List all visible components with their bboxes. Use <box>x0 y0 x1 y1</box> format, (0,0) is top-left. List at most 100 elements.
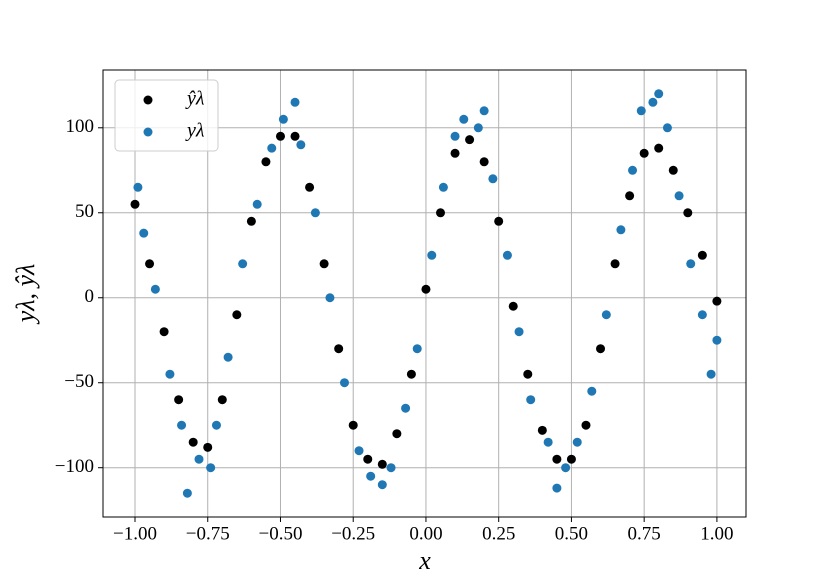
point <box>596 344 606 354</box>
point <box>386 463 396 473</box>
point <box>526 395 536 405</box>
point <box>290 131 300 141</box>
point <box>427 250 437 260</box>
point <box>217 395 227 405</box>
point <box>636 106 646 116</box>
point <box>392 429 402 439</box>
point <box>211 420 221 430</box>
point <box>654 143 664 153</box>
point <box>348 420 358 430</box>
x-axis-label: x <box>418 546 431 575</box>
point <box>465 135 475 145</box>
point <box>159 327 169 337</box>
point <box>572 437 582 447</box>
point <box>610 259 620 269</box>
point <box>238 259 248 269</box>
point <box>174 395 184 405</box>
point <box>712 296 722 306</box>
point <box>278 114 288 124</box>
point <box>459 114 469 124</box>
point <box>377 459 387 469</box>
point <box>133 182 143 192</box>
point <box>523 369 533 379</box>
point <box>628 165 638 175</box>
point <box>668 165 678 175</box>
x-tick-label: −0.50 <box>258 523 302 544</box>
point <box>508 301 518 311</box>
point <box>290 97 300 107</box>
point <box>145 259 155 269</box>
y-tick-label: −50 <box>64 371 94 392</box>
y-tick-label: −100 <box>55 456 94 477</box>
point <box>252 199 262 209</box>
point <box>377 480 387 490</box>
point <box>203 442 213 452</box>
point <box>339 378 349 388</box>
point <box>552 483 562 493</box>
point <box>662 123 672 133</box>
point <box>421 284 431 294</box>
point <box>494 216 504 226</box>
point <box>406 369 416 379</box>
plot-frame <box>102 69 747 518</box>
x-tick-label: 1.00 <box>700 523 733 544</box>
point <box>450 148 460 158</box>
point <box>436 208 446 218</box>
y-axis-label: yλ, ŷλ <box>11 264 40 326</box>
point <box>479 106 489 116</box>
x-tick-label: 0.50 <box>555 523 588 544</box>
point <box>488 174 498 184</box>
point <box>450 131 460 141</box>
point <box>473 123 483 133</box>
point <box>275 131 285 141</box>
y-tick-label: 100 <box>66 116 95 137</box>
point <box>354 446 364 456</box>
point <box>412 344 422 354</box>
point <box>206 463 216 473</box>
point <box>654 89 664 99</box>
point <box>587 386 597 396</box>
point <box>267 143 277 153</box>
point <box>150 284 160 294</box>
x-tick-label: 0.00 <box>409 523 442 544</box>
point <box>188 437 198 447</box>
legend-marker <box>143 95 153 105</box>
point <box>165 369 175 379</box>
point <box>683 208 693 218</box>
point <box>261 157 271 167</box>
y-tick-label: 50 <box>75 201 94 222</box>
y-tick-label: 0 <box>85 286 95 307</box>
point <box>182 488 192 498</box>
point <box>581 420 591 430</box>
point <box>401 403 411 413</box>
point <box>325 293 335 303</box>
point <box>537 425 547 435</box>
point <box>566 454 576 464</box>
legend-label: yλ <box>185 120 205 142</box>
x-tick-label: 0.75 <box>628 523 661 544</box>
legend-label: ŷλ <box>185 88 205 110</box>
point <box>601 310 611 320</box>
legend-box <box>114 79 219 152</box>
point <box>502 250 512 260</box>
point <box>232 310 242 320</box>
point <box>697 250 707 260</box>
point <box>697 310 707 320</box>
point <box>625 191 635 201</box>
x-tick-label: −0.75 <box>186 523 230 544</box>
point <box>130 199 140 209</box>
x-tick-label: −1.00 <box>113 523 157 544</box>
point <box>552 454 562 464</box>
point <box>246 216 256 226</box>
legend-marker <box>143 127 153 137</box>
point <box>674 191 684 201</box>
point <box>514 327 524 337</box>
point <box>319 259 329 269</box>
point <box>639 148 649 158</box>
point <box>712 335 722 345</box>
point <box>305 182 315 192</box>
x-tick-label: −0.25 <box>331 523 375 544</box>
point <box>310 208 320 218</box>
x-tick-label: 0.25 <box>482 523 515 544</box>
